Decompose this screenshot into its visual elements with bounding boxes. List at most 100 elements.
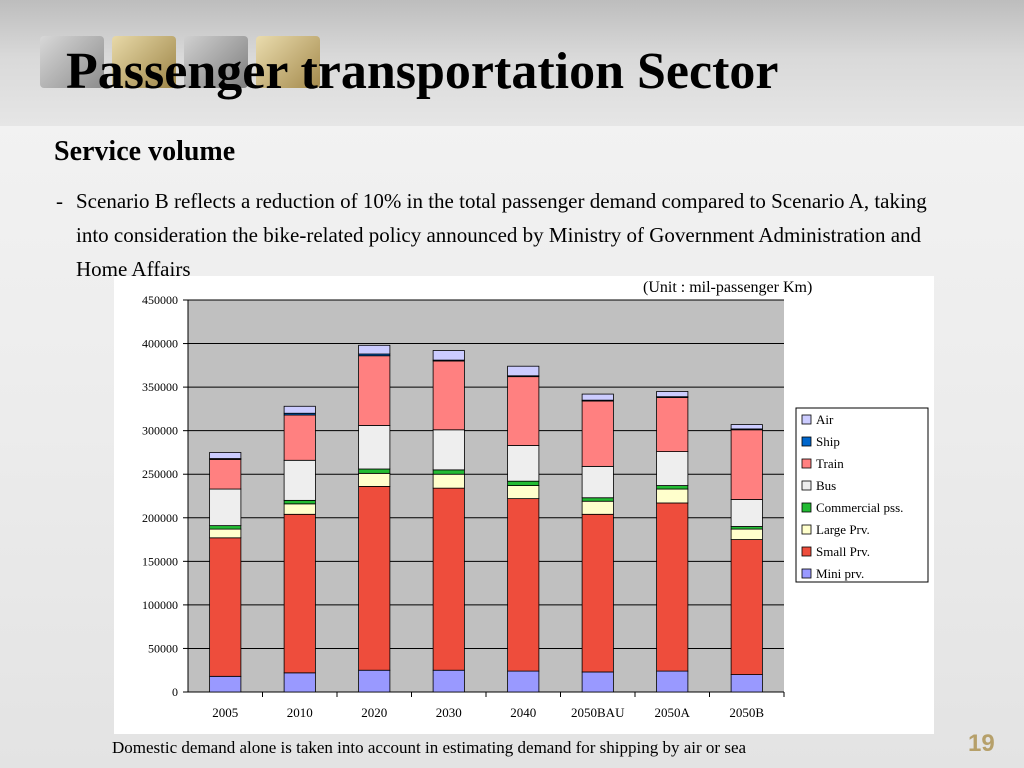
plot-area [188,300,784,692]
legend-label: Mini prv. [816,566,864,581]
bar-segment [507,670,540,693]
bar-segment [283,414,316,461]
x-tick-label: 2050A [655,705,691,720]
bar-segment [656,485,689,490]
unit-note: (Unit : mil-passenger Km) [643,279,813,296]
bar-segment [507,445,540,482]
bar-segment [581,497,614,502]
legend-swatch [801,546,812,557]
bar-segment [432,469,465,475]
bar-segment [507,376,540,446]
y-tick-label: 350000 [142,380,178,394]
bar-segment [581,393,614,401]
bar-segment [656,488,689,504]
x-tick-label: 2050BAU [571,705,625,720]
bar-segment [209,459,242,490]
y-tick-label: 300000 [142,424,178,438]
bar-segment [581,513,614,673]
page-number: 19 [968,730,995,757]
title-banner: Passenger transportation Sector [0,0,1024,126]
legend-swatch [801,436,812,447]
bar-segment [283,499,316,505]
legend-swatch [801,502,812,513]
x-tick-label: 2030 [436,705,462,720]
bar-segment [507,480,540,486]
bar-segment [283,405,316,414]
legend-box [795,407,929,583]
bar-segment [507,365,540,377]
bar-segment [209,675,242,693]
bar-segment [581,671,614,693]
legend-swatch [801,568,812,579]
bar-segment [432,360,465,431]
legend-label: Air [816,412,834,427]
x-tick-label: 2010 [287,705,313,720]
bar-segment [432,350,465,361]
legend-label: Train [816,456,844,471]
decorative-cube [184,36,248,88]
bar-segment [358,486,391,671]
bar-segment [209,528,242,539]
bar-segment [730,429,763,500]
bullet-marker: - [56,189,63,213]
legend-label: Bus [816,478,836,493]
decorative-cube [112,36,176,88]
bar-segment [581,465,614,499]
bar-segment [730,499,763,527]
bar-segment [209,452,242,459]
y-tick-label: 450000 [142,293,178,307]
y-tick-label: 200000 [142,511,178,525]
bar-segment [730,424,763,430]
y-tick-label: 400000 [142,337,178,351]
bar-segment [283,672,316,693]
bar-segment [209,525,242,530]
bar-segment [656,502,689,672]
bar-segment [358,472,391,487]
bar-segment [730,528,763,540]
bar-segment [656,397,689,452]
legend-swatch [801,524,812,535]
bar-segment [656,391,689,398]
legend-label: Small Prv. [816,544,870,559]
y-tick-label: 100000 [142,598,178,612]
decorative-cube [40,36,104,88]
bar-segment [581,500,614,515]
footnote: Domestic demand alone is taken into acco… [112,738,747,757]
bar-segment [358,468,391,474]
bar-segment [283,513,316,674]
bar-segment [432,669,465,693]
bar-segment [432,473,465,489]
bullet-text: Scenario B reflects a reduction of 10% i… [76,189,927,281]
x-tick-label: 2005 [212,705,238,720]
x-tick-label: 2020 [361,705,387,720]
y-tick-label: 250000 [142,467,178,481]
legend-swatch [801,480,812,491]
bar-segment [507,498,540,672]
bar-segment [730,539,763,675]
bar-segment [581,400,614,467]
bar-segment [283,459,316,501]
legend-swatch [801,458,812,469]
stacked-bar-chart: 0 50000 100000 150000 200000 250000 300000 3500… [142,293,929,720]
legend-label: Large Prv. [816,522,870,537]
bar-segment [656,670,689,693]
y-tick-label: 50000 [148,641,178,655]
decorative-cube [256,36,320,88]
legend-label: Commercial pss. [816,500,903,515]
bar-segment [209,537,242,677]
bar-segment [358,344,391,355]
y-tick-label: 0 [172,685,178,699]
bar-segment [432,487,465,671]
bar-segment [283,503,316,515]
bullet-paragraph: - Scenario B reflects a reduction of 10%… [56,184,956,286]
x-tick-label: 2040 [510,705,536,720]
bar-segment [358,355,391,426]
bar-segment [656,451,689,486]
legend-swatch [801,414,812,425]
section-subtitle: Service volume [54,136,236,167]
bar-segment [209,488,242,527]
bar-segment [432,429,465,471]
y-tick-label: 150000 [142,554,178,568]
bar-segment [507,485,540,500]
page-title: Passenger transportation Sector [66,43,779,100]
